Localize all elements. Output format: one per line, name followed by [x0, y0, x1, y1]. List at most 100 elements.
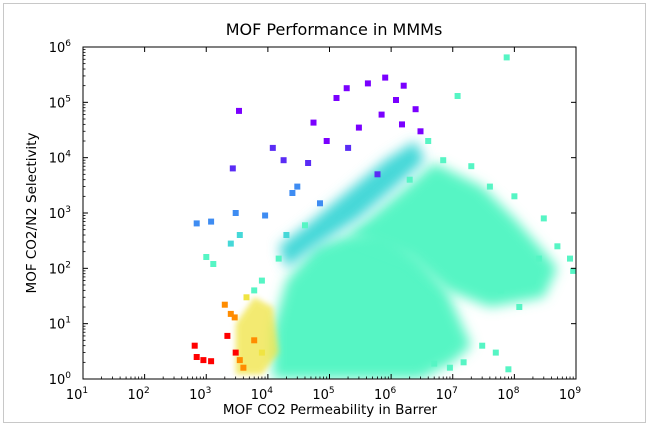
- dense-region-2: [348, 163, 558, 307]
- chart-frame: MOF Performance in MMMs 101 102 103 104 105 1…: [3, 3, 646, 423]
- scatter-point-29: [343, 85, 350, 92]
- x-tick-exponent: 5: [329, 386, 335, 396]
- scatter-point-54: [446, 364, 453, 371]
- y-tick-label-5: 104: [49, 150, 72, 167]
- scatter-point-26: [289, 190, 296, 196]
- scatter-point-18: [236, 357, 243, 364]
- scatter-point-42: [540, 215, 547, 222]
- scatter-point-25: [280, 157, 287, 164]
- y-tick-label-3: 102: [49, 260, 71, 277]
- scatter-point-44: [567, 255, 573, 262]
- y-tick-exponent: 3: [65, 205, 71, 215]
- scatter-point-33: [393, 97, 399, 103]
- x-tick-exponent: 6: [391, 386, 397, 396]
- scatter-point-48: [535, 255, 542, 262]
- x-tick-label-6: 106: [374, 386, 397, 403]
- scatter-point-72: [406, 176, 413, 183]
- scatter-point-64: [305, 160, 312, 166]
- y-tick-exponent: 1: [65, 316, 71, 326]
- x-tick-exponent: 4: [267, 386, 273, 396]
- scatter-point-34: [412, 106, 419, 113]
- scatter-point-21: [243, 294, 250, 301]
- y-tick-exponent: 6: [65, 39, 71, 49]
- scatter-point-57: [317, 200, 323, 207]
- x-tick-label-4: 104: [251, 386, 274, 403]
- chart-title: MOF Performance in MMMs: [226, 20, 443, 39]
- scatter-point-71: [374, 171, 381, 178]
- scatter-point-50: [479, 342, 486, 349]
- scatter-point-3: [200, 357, 207, 364]
- scatter-point-60: [258, 277, 265, 284]
- scatter-point-68: [378, 111, 385, 118]
- x-tick-exponent: 9: [575, 386, 581, 396]
- scatter-point-27: [310, 119, 317, 126]
- scatter-point-63: [262, 212, 269, 219]
- scatter-point-69: [399, 121, 405, 128]
- scatter-point-30: [364, 80, 371, 87]
- scatter-point-52: [460, 359, 467, 366]
- x-tick-exponent: 8: [514, 386, 520, 396]
- x-axis-label: MOF CO2 Permeability in Barrer: [223, 402, 438, 418]
- scatter-point-38: [440, 157, 447, 164]
- x-tick-label-9: 109: [559, 386, 582, 403]
- x-tick-label-1: 101: [66, 386, 88, 403]
- scatter-point-28: [333, 95, 340, 101]
- x-tick-label-3: 103: [189, 386, 211, 403]
- scatter-point-22: [251, 337, 258, 344]
- scatter-point-1: [191, 342, 198, 349]
- scatter-point-12: [227, 240, 234, 247]
- y-tick-label-2: 101: [49, 316, 71, 333]
- scatter-point-51: [492, 349, 499, 356]
- dense-point-cloud: [235, 141, 558, 379]
- scatter-point-4: [208, 358, 215, 365]
- x-tick-exponent: 3: [206, 386, 212, 396]
- scatter-point-70: [417, 128, 424, 135]
- scatter-point-10: [229, 165, 236, 172]
- scatter-point-46: [516, 304, 523, 310]
- scatter-points: [191, 54, 576, 373]
- dense-region-high-selectivity: [278, 141, 425, 269]
- scatter-point-31: [382, 74, 389, 81]
- y-tick-label-1: 100: [49, 371, 72, 388]
- x-tick-label-2: 102: [127, 386, 149, 403]
- scatter-point-35: [454, 93, 461, 99]
- scatter-point-37: [425, 138, 432, 144]
- scatter-point-73: [449, 188, 456, 194]
- scatter-point-56: [302, 222, 308, 229]
- scatter-point-65: [323, 138, 330, 144]
- y-tick-exponent: 0: [65, 371, 71, 381]
- scatter-point-67: [345, 144, 352, 151]
- y-tick-label-6: 105: [49, 94, 71, 111]
- scatter-point-59: [275, 255, 282, 262]
- scatter-point-55: [431, 360, 438, 367]
- scatter-point-32: [400, 82, 407, 89]
- scatter-point-61: [251, 287, 258, 294]
- scatter-point-5: [193, 220, 200, 227]
- scatter-point-8: [210, 261, 217, 267]
- dense-region-low-permeability: [235, 297, 279, 375]
- x-tick-exponent: 1: [82, 386, 88, 396]
- x-tick-label-5: 105: [312, 386, 334, 403]
- scatter-point-13: [236, 232, 243, 238]
- y-tick-label-7: 106: [49, 39, 72, 56]
- y-axis-label: MOF CO2/N2 Selectivity: [24, 133, 40, 294]
- scatter-point-2: [193, 354, 200, 360]
- scatter-point-66: [355, 124, 362, 131]
- scatter-point-15: [227, 310, 234, 317]
- scatter-chart: MOF Performance in MMMs 101 102 103 104 105 1…: [24, 20, 582, 418]
- scatter-point-62: [294, 183, 301, 190]
- scatter-point-24: [269, 144, 276, 151]
- scatter-point-53: [505, 366, 512, 373]
- y-tick-exponent: 2: [65, 260, 71, 270]
- scatter-point-45: [497, 287, 504, 294]
- scatter-point-41: [511, 193, 518, 200]
- y-tick-exponent: 5: [65, 94, 71, 104]
- scatter-point-40: [486, 183, 493, 190]
- scatter-point-9: [236, 107, 242, 114]
- scatter-point-43: [554, 243, 561, 250]
- scatter-point-23: [258, 349, 265, 356]
- scatter-point-7: [203, 254, 210, 260]
- scatter-point-58: [283, 232, 290, 238]
- scatter-point-11: [232, 210, 239, 216]
- scatter-point-14: [221, 301, 228, 308]
